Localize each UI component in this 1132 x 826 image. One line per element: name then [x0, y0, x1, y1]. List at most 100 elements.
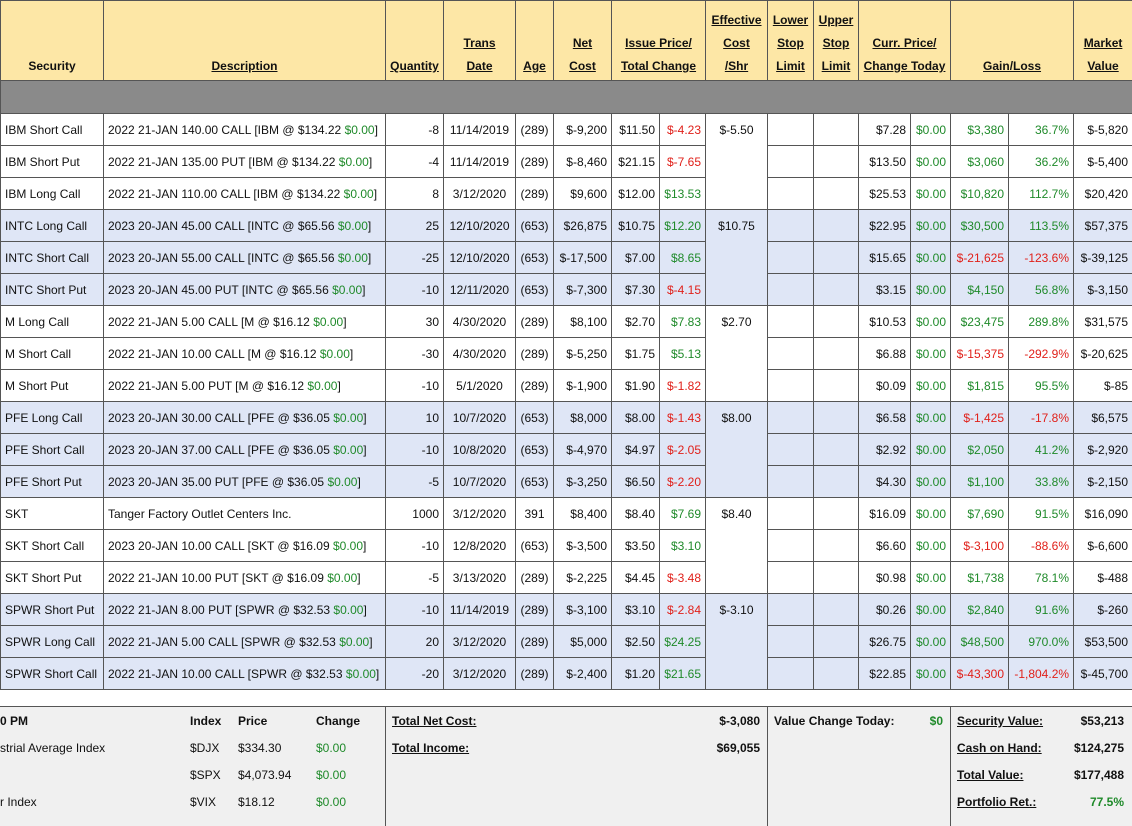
gain-percent-cell: 91.6% [1009, 594, 1074, 626]
header-label: Gain/Loss [983, 59, 1041, 73]
upper-stop-cell [814, 146, 859, 178]
issue-price-cell: $21.15 [612, 146, 660, 178]
gain-loss-cell: $-43,300 [951, 658, 1009, 690]
header-label: Effective [711, 13, 761, 27]
net-cost-cell: $-9,200 [554, 114, 612, 146]
description-cell: 2022 21-JAN 140.00 CALL [IBM @ $134.22 $… [104, 114, 386, 146]
security-cell: INTC Short Put [1, 274, 104, 306]
description-close: ] [343, 315, 346, 329]
security-cell: IBM Short Call [1, 114, 104, 146]
change-today-cell: $0.00 [911, 562, 951, 594]
gain-loss-cell: $1,815 [951, 370, 1009, 402]
separator-cell [1, 81, 1132, 114]
gain-loss-cell: $3,380 [951, 114, 1009, 146]
underlying-change: $0.00 [346, 667, 376, 681]
gain-loss-cell: $10,820 [951, 178, 1009, 210]
trans-date-cell: 12/10/2020 [444, 210, 516, 242]
total-change-cell: $-4.15 [660, 274, 706, 306]
gain-percent-cell: 78.1% [1009, 562, 1074, 594]
description-text: 2023 20-JAN 30.00 CALL [PFE @ $36.05 [108, 411, 330, 425]
description-close: ] [357, 475, 360, 489]
security-cell: PFE Short Call [1, 434, 104, 466]
header-label: Cost [723, 36, 750, 50]
upper-stop-cell [814, 210, 859, 242]
total-change-cell: $13.53 [660, 178, 706, 210]
market-value-cell: $-3,150 [1074, 274, 1132, 306]
gain-percent-cell: -1,804.2% [1009, 658, 1074, 690]
upper-stop-cell [814, 274, 859, 306]
description-text: 2023 20-JAN 37.00 CALL [PFE @ $36.05 [108, 443, 330, 457]
lower-stop-cell [768, 402, 814, 434]
market-value-cell: $-6,600 [1074, 530, 1132, 562]
change-today-cell: $0.00 [911, 178, 951, 210]
market-value-cell: $-45,700 [1074, 658, 1132, 690]
index-price: $18.12 [238, 795, 275, 809]
lower-stop-cell [768, 466, 814, 498]
divider [950, 707, 951, 826]
change-today-cell: $0.00 [911, 594, 951, 626]
quantity-cell: -10 [386, 434, 444, 466]
header-label: Trans [463, 36, 495, 50]
header-cell: Description [104, 1, 386, 81]
net-cost-cell: $8,400 [554, 498, 612, 530]
effective-cost-cell: $2.70 [706, 306, 768, 402]
current-price-cell: $26.75 [859, 626, 911, 658]
upper-stop-cell [814, 114, 859, 146]
underlying-change: $0.00 [339, 155, 369, 169]
description-close: ] [374, 187, 377, 201]
trans-date-cell: 12/11/2020 [444, 274, 516, 306]
summary-value: $53,213 [1081, 714, 1124, 728]
gain-percent-cell: 56.8% [1009, 274, 1074, 306]
underlying-change: $0.00 [345, 123, 375, 137]
quantity-cell: -30 [386, 338, 444, 370]
description-text: 2022 21-JAN 135.00 PUT [IBM @ $134.22 [108, 155, 335, 169]
current-price-cell: $6.88 [859, 338, 911, 370]
total-change-cell: $-2.20 [660, 466, 706, 498]
security-cell: SKT Short Call [1, 530, 104, 562]
header-label: Date [466, 59, 492, 73]
underlying-change: $0.00 [327, 571, 357, 585]
description-close: ] [363, 443, 366, 457]
header-label: /Shr [725, 59, 748, 73]
index-header: Change [316, 714, 360, 728]
header-label: Age [523, 59, 546, 73]
age-cell: (289) [516, 114, 554, 146]
current-price-cell: $0.26 [859, 594, 911, 626]
description-cell: 2023 20-JAN 37.00 CALL [PFE @ $36.05 $0.… [104, 434, 386, 466]
current-price-cell: $16.09 [859, 498, 911, 530]
security-cell: INTC Short Call [1, 242, 104, 274]
description-text: 2022 21-JAN 10.00 PUT [SKT @ $16.09 [108, 571, 324, 585]
lower-stop-cell [768, 146, 814, 178]
current-price-cell: $15.65 [859, 242, 911, 274]
lower-stop-cell [768, 626, 814, 658]
total-change-cell: $12.20 [660, 210, 706, 242]
security-cell: INTC Long Call [1, 210, 104, 242]
description-close: ] [357, 571, 360, 585]
description-cell: 2023 20-JAN 55.00 CALL [INTC @ $65.56 $0… [104, 242, 386, 274]
divider [767, 707, 768, 826]
gain-loss-cell: $-1,425 [951, 402, 1009, 434]
summary-value: $124,275 [1074, 741, 1124, 755]
upper-stop-cell [814, 242, 859, 274]
index-change: $0.00 [316, 741, 346, 755]
header-label: Limit [822, 59, 851, 73]
quantity-cell: 20 [386, 626, 444, 658]
quantity-cell: -4 [386, 146, 444, 178]
security-cell: M Short Call [1, 338, 104, 370]
age-cell: (289) [516, 338, 554, 370]
index-name: r Index [0, 795, 37, 809]
effective-cost-cell: $-3.10 [706, 594, 768, 690]
description-close: ] [368, 251, 371, 265]
gain-loss-cell: $7,690 [951, 498, 1009, 530]
index-symbol: $DJX [190, 741, 219, 755]
gain-loss-cell: $30,500 [951, 210, 1009, 242]
header-label: Total Change [621, 59, 696, 73]
header-label: Curr. Price/ [872, 36, 936, 50]
gain-loss-cell: $-15,375 [951, 338, 1009, 370]
trans-date-cell: 4/30/2020 [444, 306, 516, 338]
